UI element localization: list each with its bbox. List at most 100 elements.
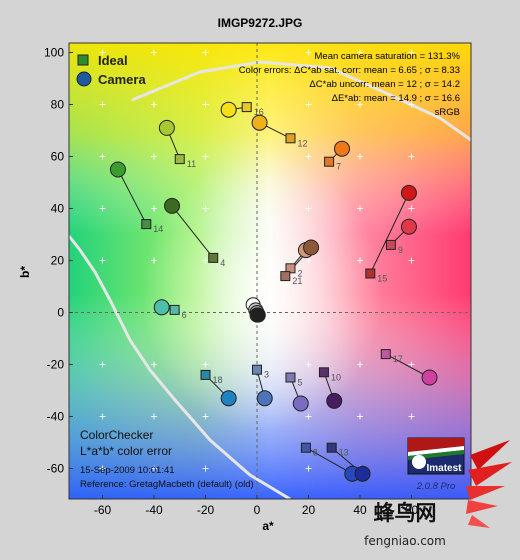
grid-cross [99,413,106,420]
gamut-boundary-upper [131,60,471,142]
grid-cross [408,361,415,368]
patch-label: 11 [187,159,196,169]
grid-cross [408,413,415,420]
plot-frame [68,42,472,500]
x-tick-label: -60 [94,503,112,517]
svg-text:Imatest: Imatest [426,463,462,474]
grid-cross [151,413,157,420]
grid-cross [305,361,312,368]
axes: -60 -40 -20 0 20 40 60 -60 -40 -20 0 20 40 60 80 100 [44,46,419,518]
ideal-point [318,367,329,378]
patch-label: 9 [398,245,403,255]
y-tick-label: 40 [51,202,65,216]
neutral-point [250,307,266,323]
grid-cross [305,101,312,108]
grid-cross [99,361,106,368]
patch-label: 8 [313,448,318,458]
y-tick-label: 20 [51,254,65,268]
y-tick-label: -20 [47,358,65,372]
patch-label: 4 [220,258,225,268]
ideal-point [365,268,376,279]
camera-point [333,140,350,157]
grid-cross [357,257,363,264]
legend-label-ideal: Ideal [98,53,128,68]
y-tick-label: 80 [51,98,65,112]
plot-background-glow [69,43,471,499]
ideal-point [300,442,311,453]
gamut-boundary [69,235,291,499]
stat-dc-uncorr: ΔC*ab uncorr: mean = 12 ; σ = 14.2 [309,79,460,90]
grid-cross [408,49,415,56]
grid-cross [151,257,157,264]
grid-cross [99,49,106,56]
camera-point [303,239,320,256]
info-date: 15-Sep-2009 10:01:41 [80,465,175,476]
grid-cross [408,153,415,160]
ideal-point [326,442,337,453]
patch-label: 14 [153,224,163,234]
grid-cross [357,49,363,56]
grid-cross [202,49,209,56]
grid-cross [151,361,157,368]
camera-point [292,395,309,412]
info-subtitle: L*a*b* color error [80,444,172,458]
x-tick-label: 60 [405,503,419,517]
info-reference: Reference: GretagMacbeth (default) (old) [80,479,254,490]
grid-cross [305,257,312,264]
info-name: ColorChecker [80,428,153,442]
info-block: ColorChecker L*a*b* color error 15-Sep-2… [80,428,254,490]
y-tick-label: 100 [44,46,64,60]
camera-point [354,465,371,482]
camera-point [400,184,417,201]
patch-label: 21 [292,276,302,286]
chart-title: IMGP9272.JPG [218,16,303,30]
data-points: 2 3 4 5 6 7 8 9 10 11 12 13 14 15 16 17 18 21 [109,101,438,482]
grid-cross [99,101,106,108]
grid-cross [99,465,106,472]
grid-cross [202,465,209,472]
grid-cross [305,413,312,420]
ideal-point [208,252,219,263]
camera-point [220,390,237,407]
stat-dc-sat: Color errors: ΔC*ab sat. corr: mean = 6.… [239,65,460,76]
patch-label: 3 [264,370,269,380]
ideal-point [169,304,180,315]
watermark-logo: 蜂鸟网 fengniao.com [364,440,512,548]
ideal-point [285,372,296,383]
y-tick-label: 60 [51,150,65,164]
grid-cross [357,101,363,108]
grid-cross [305,465,312,472]
grid-cross [305,49,312,56]
ideal-point [385,239,396,250]
grid-layer [69,43,471,499]
ideal-point [285,133,296,144]
ideal-point [200,369,211,380]
patch-label: 13 [339,448,349,458]
error-line [171,205,214,259]
grid-cross [357,153,363,160]
grid-cross [357,205,363,212]
stat-saturation: Mean camera saturation = 131.3% [315,51,461,62]
patch-label: 17 [393,354,403,364]
camera-point [421,369,438,386]
camera-point [158,119,175,136]
grid-cross [408,257,415,264]
legend-label-camera: Camera [98,72,146,87]
y-tick-label: -40 [47,410,65,424]
grid-cross [99,153,106,160]
camera-point [164,197,181,214]
grid-cross [202,361,209,368]
ideal-point [324,156,335,167]
imatest-logo: Imatest 2.0.8 Pro [407,437,465,492]
legend: Ideal Camera [76,53,146,87]
camera-point [256,390,273,407]
patch-label: 18 [213,375,223,385]
y-axis-label: b* [18,266,32,278]
stats-block: Mean camera saturation = 131.3% Color er… [239,51,461,118]
patch-label: 7 [336,162,341,172]
x-tick-label: 0 [254,503,261,517]
plot-area: 2 3 4 5 6 7 8 9 10 11 12 13 14 15 16 17 18 21 [68,42,472,500]
legend-marker-camera [76,71,92,87]
x-tick-label: -20 [197,503,215,517]
camera-point [153,299,170,316]
